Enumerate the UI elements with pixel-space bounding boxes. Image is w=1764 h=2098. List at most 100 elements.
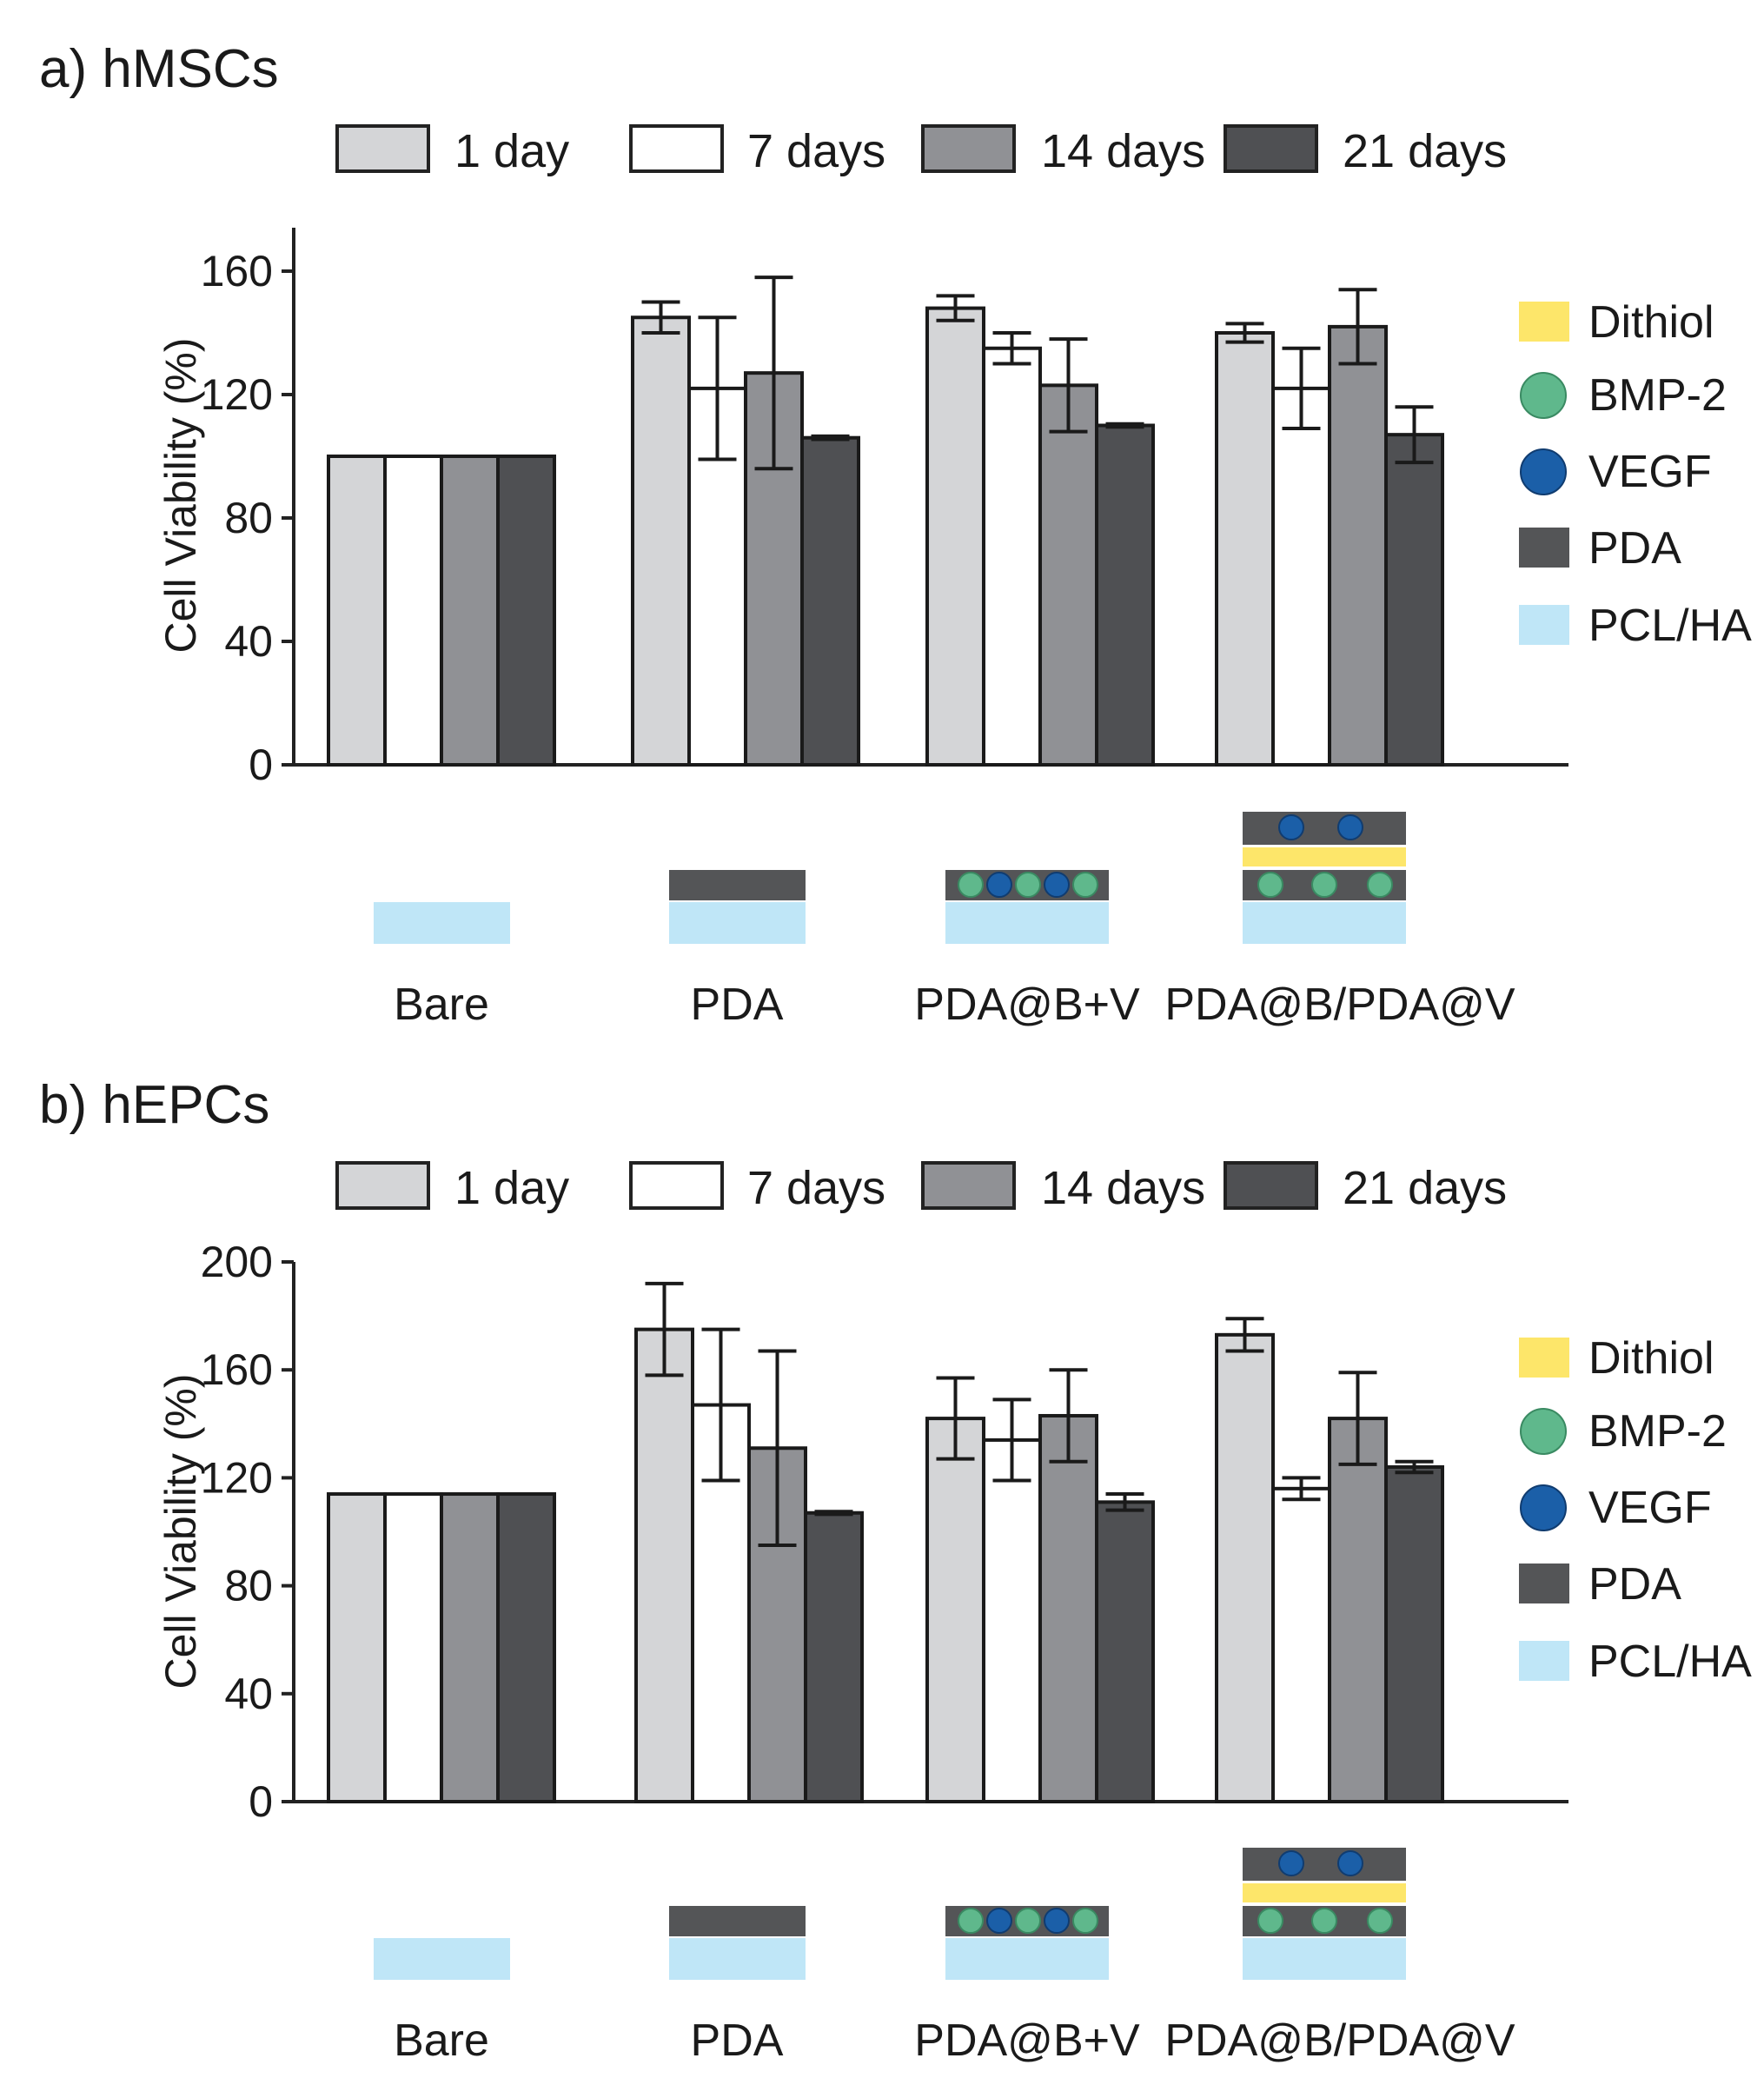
dithiol-label: Dithiol [1588,297,1714,348]
pdabv-pclha-layer [945,902,1109,944]
pda-swatch [1519,1564,1569,1603]
bar-bare-series-4 [496,1492,556,1804]
pclha-swatch [1519,605,1569,645]
legend-swatch-1-day [335,1161,430,1210]
bar-bare-series-2 [383,1492,443,1804]
y-tick-label: 160 [201,1345,273,1394]
bar-pda-series-1 [631,315,691,767]
panel-a-category-bare: Bare [394,979,489,1030]
bmp2-sphere [1311,872,1337,898]
y-tick-label: 200 [201,1238,273,1286]
pda-swatch [1519,528,1569,568]
bmp2-swatch [1520,1408,1567,1455]
bar-pda-b-pda-v-series-2 [1271,1486,1331,1803]
bmp2-sphere [1072,872,1098,898]
panel-b-plot: 0 40 80 120 160 200 [201,1238,1568,1826]
panel-a-y-axis-label: Cell Viability (%) [156,337,205,653]
pda-label: PDA [1588,1559,1681,1610]
legend-label-14-days: 14 days [1041,1162,1205,1214]
pclha-label: PCL/HA [1588,601,1752,651]
panel-a-title: a) hMSCs [39,39,279,99]
bare-pclha-layer [374,1938,510,1980]
bar-pda-b-pda-v-series-3 [1328,1417,1388,1803]
bar-bare-series-3 [440,455,500,767]
y-tick-label: 120 [201,1453,273,1502]
dithiol-label: Dithiol [1588,1333,1714,1384]
legend-swatch-14-days [921,124,1016,173]
panel-b-schematics [374,1848,1406,1980]
bmp2-sphere [1257,1908,1283,1934]
y-tick-label: 80 [224,1562,273,1610]
legend-swatch-14-days [921,1161,1016,1210]
panel-a-category-pda-b-pda-v: PDA@B/PDA@V [1164,979,1515,1030]
bmp2-label: BMP-2 [1588,370,1727,421]
bmp2-sphere [1015,872,1041,898]
vegf-label: VEGF [1588,1483,1712,1533]
layered-pda-upper [1243,1848,1406,1881]
vegf-sphere [1044,1908,1070,1934]
y-tick-label: 80 [224,494,273,542]
vegf-label: VEGF [1588,447,1712,497]
legend-label-21-days: 21 days [1343,1162,1507,1214]
bar-pda-b-pda-v-series-1 [1215,331,1275,767]
bmp2-sphere [1015,1908,1041,1934]
pda-pda-layer [669,870,806,900]
bar-bare-series-1 [327,1492,387,1804]
bar-pda-b-pda-v-series-1 [1215,1332,1275,1803]
panel-a-plot: 0 40 80 120 160 [201,228,1568,789]
panel-a-category-pda-bv: PDA@B+V [914,979,1140,1030]
panel-b-category-pda-bv: PDA@B+V [914,2015,1140,2066]
vegf-swatch [1520,1484,1567,1531]
panel-b-category-pda-b-pda-v: PDA@B/PDA@V [1164,2015,1515,2066]
bar-pda-bv-series-4 [1095,423,1155,767]
y-tick-label: 0 [249,1777,273,1826]
vegf-sphere [986,1908,1012,1934]
pclha-label: PCL/HA [1588,1637,1752,1687]
panel-b-component-legend: Dithiol BMP-2 VEGF PDA PCL/HA [1519,1333,1752,1687]
bmp2-sphere [1367,872,1393,898]
y-tick-label: 40 [224,1670,273,1718]
bar-pda-bv-series-1 [925,306,985,767]
legend-label-14-days: 14 days [1041,125,1205,177]
panel-a-schematics [374,812,1406,944]
vegf-swatch [1520,448,1567,495]
y-tick-label: 0 [249,740,273,789]
panel-a-category-pda: PDA [691,979,784,1030]
panel-b-y-axis-label: Cell Viability (%) [156,1373,205,1689]
y-tick-label: 40 [224,617,273,666]
legend-swatch-21-days [1224,1161,1318,1210]
panel-b-title: b) hEPCs [39,1075,269,1135]
panel-a-series-legend: 1 day 7 days 14 days 21 days [335,124,1507,177]
bar-pda-b-pda-v-series-4 [1384,433,1444,767]
layered-pclha-layer [1243,1938,1406,1980]
pclha-swatch [1519,1641,1569,1681]
bar-bare-series-4 [496,455,556,767]
bmp2-sphere [1072,1908,1098,1934]
bar-pda-series-1 [634,1327,694,1803]
bar-pda-series-4 [804,1510,864,1803]
panel-b: b) hEPCs 1 day 7 days 14 days 21 days Ce… [39,1075,1752,2066]
legend-swatch-7-days [629,1161,724,1210]
bar-pda-b-pda-v-series-4 [1384,1464,1444,1803]
panel-b-category-pda: PDA [691,2015,784,2066]
bar-pda-bv-series-3 [1038,383,1098,767]
panel-b-category-bare: Bare [394,2015,489,2066]
bar-pda-bv-series-2 [982,1437,1042,1804]
pda-pda-layer [669,1906,806,1936]
bmp2-label: BMP-2 [1588,1406,1727,1457]
vegf-sphere [986,872,1012,898]
pda-pclha-layer [669,902,806,944]
bar-pda-bv-series-2 [982,346,1042,767]
dithiol-swatch [1519,302,1569,342]
legend-label-1-day: 1 day [454,125,569,177]
bar-bare-series-2 [383,455,443,767]
bar-pda-bv-series-4 [1095,1500,1155,1803]
dithiol-swatch [1519,1338,1569,1378]
vegf-sphere [1337,1850,1363,1876]
y-tick-label: 160 [201,247,273,295]
legend-label-7-days: 7 days [747,1162,885,1214]
legend-label-21-days: 21 days [1343,125,1507,177]
vegf-sphere [1278,1850,1304,1876]
layered-pda-upper [1243,812,1406,845]
